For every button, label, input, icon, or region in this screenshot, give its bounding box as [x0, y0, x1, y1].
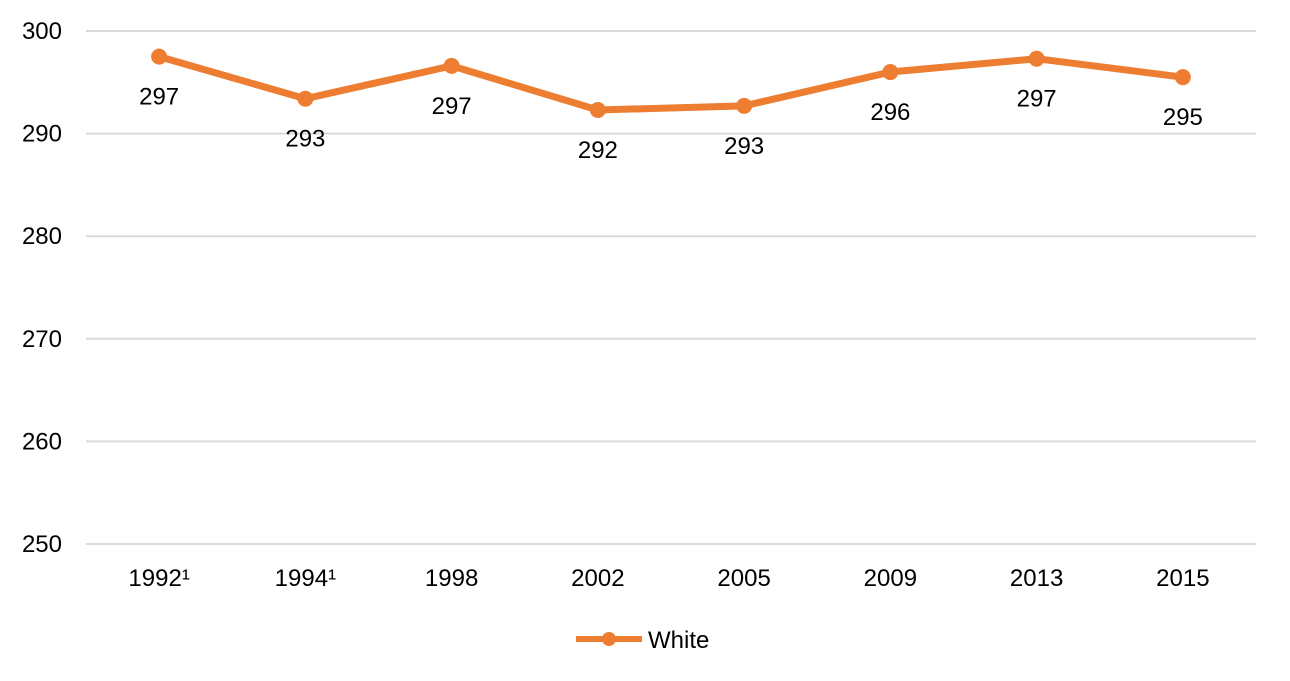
y-tick-label: 290: [22, 121, 62, 148]
data-point-marker: [297, 90, 314, 107]
data-point-marker: [1174, 69, 1191, 86]
x-tick-label: 1998: [425, 565, 478, 592]
data-label: 297: [432, 93, 472, 120]
x-tick-label: 2013: [1010, 565, 1063, 592]
series-white: [151, 48, 1191, 119]
data-point-marker: [882, 64, 899, 81]
data-label: 293: [285, 126, 325, 153]
y-tick-label: 300: [22, 18, 62, 45]
legend-label-white: White: [648, 627, 709, 654]
data-point-marker: [589, 102, 606, 119]
x-tick-label: 2009: [864, 565, 917, 592]
data-label: 292: [578, 137, 618, 164]
gridlines: [86, 30, 1256, 545]
x-tick-label: 1992¹: [128, 565, 189, 592]
data-label: 297: [139, 84, 179, 111]
legend-marker-swatch: [602, 632, 616, 646]
data-label: 297: [1017, 86, 1057, 113]
x-tick-label: 2015: [1156, 565, 1209, 592]
x-tick-label: 2002: [571, 565, 624, 592]
y-tick-label: 250: [22, 531, 62, 558]
data-point-marker: [151, 48, 168, 65]
data-label: 293: [724, 133, 764, 160]
data-label: 295: [1163, 104, 1203, 131]
data-point-marker: [736, 97, 753, 114]
x-tick-label: 2005: [717, 565, 770, 592]
data-label: 296: [870, 99, 910, 126]
y-tick-label: 280: [22, 223, 62, 250]
data-point-marker: [1028, 50, 1045, 67]
y-tick-label: 260: [22, 428, 62, 455]
y-tick-label: 270: [22, 326, 62, 353]
data-labels: 297 293 297 292 293 296 297 295: [139, 84, 1203, 164]
y-axis-tick-labels: 250 260 270 280 290 300: [22, 18, 62, 558]
data-point-marker: [443, 57, 460, 74]
x-axis-tick-labels: 1992¹ 1994¹ 1998 2002 2005 2009 2013 2015: [128, 565, 1209, 592]
series-line: [155, 53, 1187, 114]
x-tick-label: 1994¹: [275, 565, 336, 592]
legend: White: [576, 627, 709, 654]
